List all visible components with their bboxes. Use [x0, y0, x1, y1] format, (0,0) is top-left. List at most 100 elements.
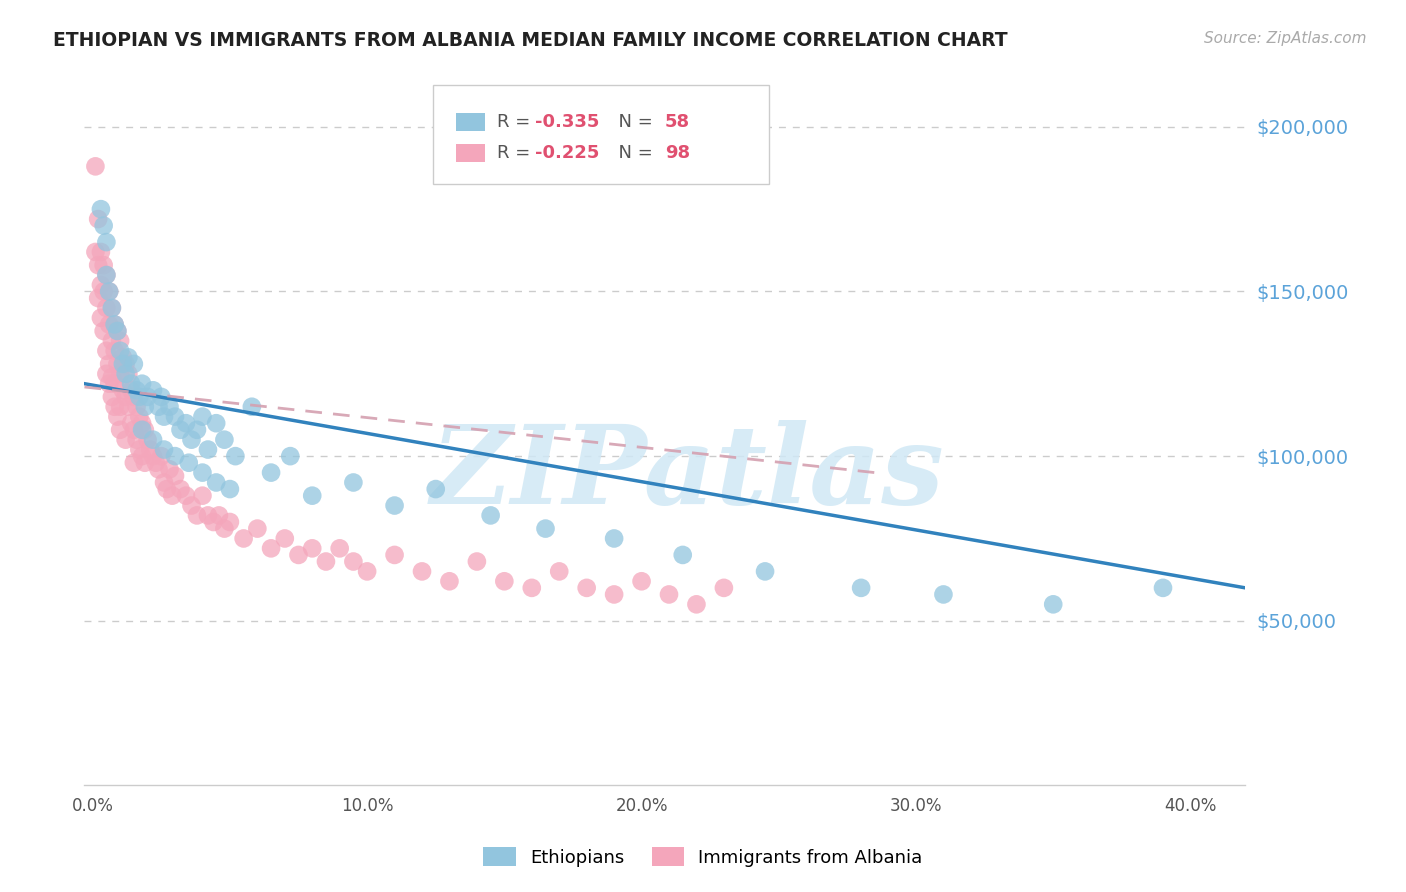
Point — [685, 598, 707, 612]
Point — [342, 475, 364, 490]
Point — [96, 301, 118, 315]
Point — [128, 409, 150, 424]
Point — [122, 357, 145, 371]
Point — [186, 423, 208, 437]
Text: -0.225: -0.225 — [534, 145, 599, 162]
Point — [356, 565, 378, 579]
Point — [117, 351, 139, 365]
Point — [96, 367, 118, 381]
Point — [105, 324, 128, 338]
Point — [548, 565, 571, 579]
Point — [384, 499, 406, 513]
Point — [197, 508, 219, 523]
Point — [219, 515, 242, 529]
Point — [105, 357, 128, 371]
Point — [90, 244, 112, 259]
Point — [105, 324, 128, 338]
Point — [120, 416, 142, 430]
Point — [224, 449, 246, 463]
Point — [932, 587, 955, 601]
Point — [153, 475, 176, 490]
Point — [114, 357, 136, 371]
Point — [131, 449, 153, 463]
Point — [205, 475, 228, 490]
Point — [131, 376, 153, 391]
Point — [301, 489, 323, 503]
Text: 98: 98 — [665, 145, 690, 162]
Point — [534, 522, 557, 536]
Point — [177, 456, 200, 470]
Point — [156, 482, 179, 496]
Point — [128, 390, 150, 404]
Point — [315, 555, 337, 569]
Point — [174, 489, 197, 503]
FancyBboxPatch shape — [433, 85, 769, 184]
Point — [136, 433, 159, 447]
Point — [219, 482, 242, 496]
Point — [163, 409, 186, 424]
Point — [301, 541, 323, 556]
Point — [713, 581, 735, 595]
Point — [153, 409, 176, 424]
Point — [96, 235, 118, 249]
Point — [287, 548, 309, 562]
Point — [150, 449, 173, 463]
Point — [169, 423, 191, 437]
Point — [104, 400, 127, 414]
Point — [136, 390, 159, 404]
Point — [122, 456, 145, 470]
Point — [125, 384, 148, 398]
Point — [93, 285, 115, 299]
Point — [142, 449, 165, 463]
Point — [186, 508, 208, 523]
Point — [411, 565, 433, 579]
Point — [197, 442, 219, 457]
Point — [163, 449, 186, 463]
FancyBboxPatch shape — [456, 113, 485, 130]
Point — [205, 416, 228, 430]
Point — [114, 390, 136, 404]
Point — [96, 268, 118, 282]
Point — [174, 416, 197, 430]
Point — [98, 376, 121, 391]
Point — [98, 285, 121, 299]
Point — [214, 522, 236, 536]
Point — [98, 318, 121, 332]
Point — [90, 277, 112, 292]
Point — [754, 565, 776, 579]
Point — [148, 400, 170, 414]
Point — [108, 343, 131, 358]
Point — [849, 581, 872, 595]
Point — [134, 456, 156, 470]
Point — [246, 522, 269, 536]
Point — [84, 159, 107, 173]
Point — [142, 433, 165, 447]
Point — [630, 574, 652, 589]
Point — [125, 433, 148, 447]
Point — [104, 376, 127, 391]
Point — [260, 541, 283, 556]
Point — [108, 334, 131, 348]
Point — [101, 301, 124, 315]
Point — [329, 541, 352, 556]
Point — [117, 367, 139, 381]
Text: N =: N = — [607, 145, 658, 162]
Point — [439, 574, 461, 589]
Text: ETHIOPIAN VS IMMIGRANTS FROM ALBANIA MEDIAN FAMILY INCOME CORRELATION CHART: ETHIOPIAN VS IMMIGRANTS FROM ALBANIA MED… — [53, 31, 1008, 50]
Point — [87, 291, 110, 305]
Point — [180, 433, 202, 447]
Point — [180, 499, 202, 513]
Point — [603, 532, 626, 546]
Point — [90, 202, 112, 216]
Point — [114, 433, 136, 447]
Point — [114, 367, 136, 381]
Point — [1152, 581, 1174, 595]
Point — [139, 442, 162, 457]
Text: R =: R = — [496, 145, 536, 162]
Point — [384, 548, 406, 562]
Point — [191, 489, 214, 503]
Text: Source: ZipAtlas.com: Source: ZipAtlas.com — [1204, 31, 1367, 46]
Text: R =: R = — [496, 113, 536, 131]
Point — [134, 423, 156, 437]
Point — [96, 343, 118, 358]
